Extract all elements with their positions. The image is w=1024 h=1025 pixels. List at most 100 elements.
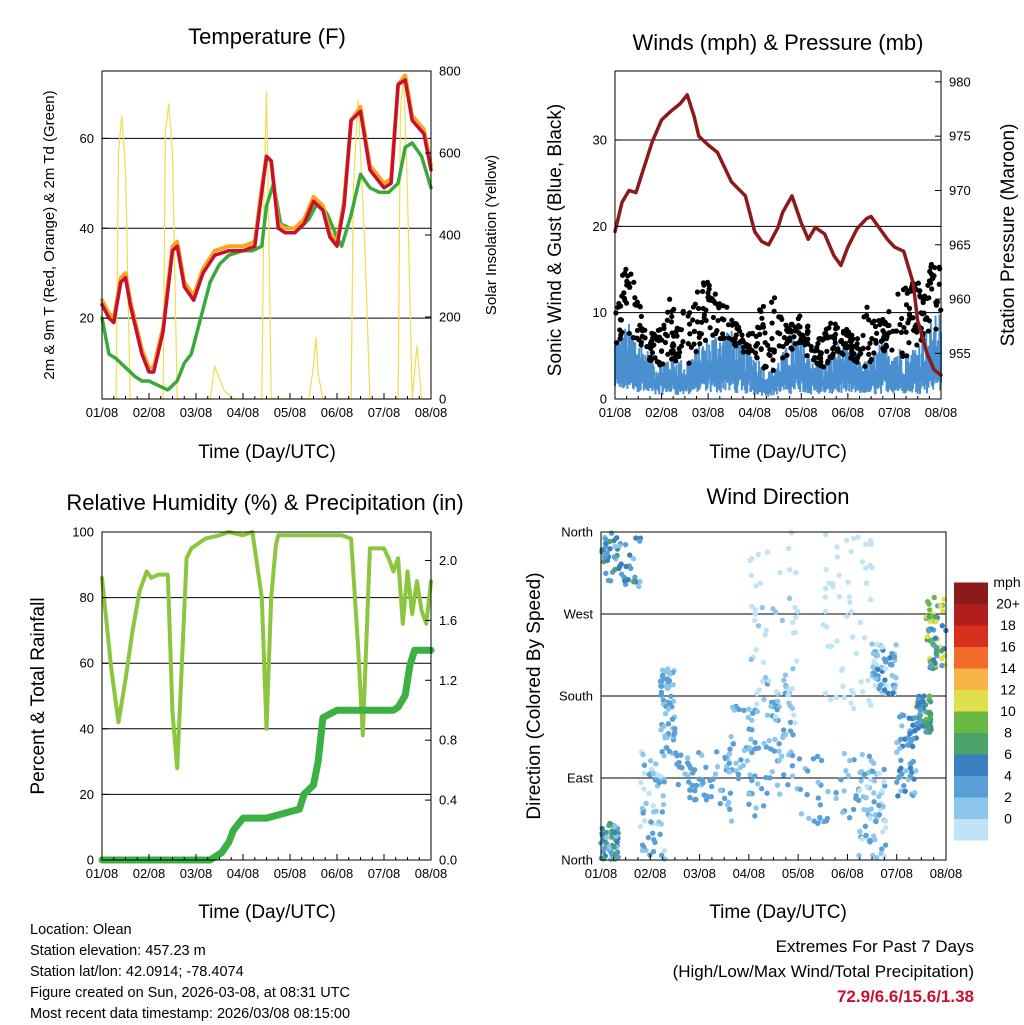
gust-point: [777, 331, 783, 337]
direction-point: [656, 780, 663, 786]
direction-point: [867, 562, 873, 568]
direction-point: [787, 728, 794, 734]
direction-point: [647, 758, 654, 764]
gust-point: [864, 304, 870, 310]
y-tick-label: 20: [80, 311, 94, 326]
direction-point: [822, 532, 829, 538]
direction-point: [782, 672, 789, 678]
direction-point: [879, 846, 885, 852]
direction-point: [927, 699, 934, 705]
direction-point: [665, 706, 672, 712]
x-tick-label: 02/08: [133, 405, 166, 420]
direction-point: [887, 655, 893, 661]
direction-point: [866, 753, 873, 760]
direction-point: [872, 812, 878, 818]
direction-point: [608, 530, 615, 536]
direction-point: [637, 823, 644, 830]
direction-point: [882, 818, 889, 824]
x-tick-label: 08/08: [925, 405, 958, 420]
gust-point: [867, 340, 873, 346]
gust-point: [862, 363, 868, 369]
direction-point: [749, 556, 755, 562]
gust-point: [877, 322, 883, 328]
gust-point: [665, 309, 671, 315]
x-tick-label: 03/08: [692, 405, 725, 420]
direction-point: [700, 780, 706, 786]
gust-point: [884, 332, 890, 338]
direction-point: [895, 793, 901, 799]
direction-point: [911, 776, 917, 782]
direction-point: [761, 696, 767, 703]
colorbar-swatch: [954, 647, 988, 669]
wind-direction-points: [598, 529, 949, 863]
direction-point: [752, 606, 758, 613]
y-tick-label: 60: [80, 656, 94, 671]
colorbar-swatch: [954, 733, 988, 755]
direction-point: [646, 790, 652, 796]
gust-point: [687, 331, 693, 337]
direction-point: [876, 802, 882, 809]
direction-point: [940, 608, 946, 614]
gust-point: [858, 350, 864, 356]
direction-point: [856, 852, 862, 859]
recent-timestamp: Most recent data timestamp: 2026/03/08 0…: [30, 1006, 351, 1022]
direction-point: [790, 619, 796, 626]
y-tick-label: 100: [72, 525, 94, 540]
direction-point: [863, 832, 869, 839]
direction-point: [874, 652, 881, 659]
gust-point: [871, 318, 877, 324]
direction-point: [883, 683, 889, 689]
direction-point: [744, 758, 750, 764]
direction-point: [825, 643, 831, 650]
gust-point: [849, 332, 855, 338]
direction-point: [750, 710, 756, 716]
direction-point: [841, 695, 848, 701]
direction-point: [752, 611, 758, 617]
gust-point: [701, 282, 707, 288]
direction-point: [867, 815, 873, 821]
direction-point: [883, 656, 889, 663]
direction-point: [643, 800, 649, 807]
temperature-xlabel: Time (Day/UTC): [198, 442, 336, 463]
gust-point: [633, 302, 639, 308]
direction-point: [920, 698, 926, 705]
direction-point: [856, 787, 863, 794]
gust-point: [634, 327, 641, 334]
gust-point: [871, 350, 877, 356]
direction-point: [804, 768, 811, 774]
direction-point: [830, 581, 836, 587]
x-tick-label: 05/08: [785, 405, 818, 420]
gust-point: [636, 337, 642, 343]
direction-point: [659, 809, 666, 815]
temperature-title: Temperature (F): [188, 24, 346, 49]
direction-point: [726, 751, 733, 757]
direction-point: [606, 822, 612, 829]
direction-point: [858, 679, 864, 685]
colorbar-label: 2: [1004, 789, 1012, 805]
gust-point: [824, 348, 830, 354]
direction-point: [749, 777, 755, 784]
direction-point: [604, 550, 610, 556]
direction-point: [639, 842, 646, 848]
gust-point: [829, 352, 836, 358]
gust-point: [691, 341, 697, 347]
gust-point: [752, 350, 759, 356]
gust-point: [668, 309, 675, 315]
direction-point: [772, 736, 778, 743]
gust-point: [788, 321, 794, 327]
direction-point: [689, 782, 695, 788]
direction-point: [712, 771, 719, 777]
colorbar-label: 4: [1004, 768, 1012, 784]
gust-point: [791, 334, 797, 340]
colorbar-label: 6: [1004, 746, 1012, 762]
direction-point: [746, 706, 752, 712]
gust-point: [721, 335, 727, 341]
direction-point: [898, 765, 904, 772]
direction-point: [752, 773, 758, 779]
x-tick-label: 02/08: [634, 866, 667, 881]
direction-point: [601, 845, 608, 851]
direction-point: [792, 614, 799, 621]
y2-tick-label: 980: [949, 74, 971, 89]
gust-point: [906, 311, 913, 317]
gust-point: [886, 309, 892, 315]
